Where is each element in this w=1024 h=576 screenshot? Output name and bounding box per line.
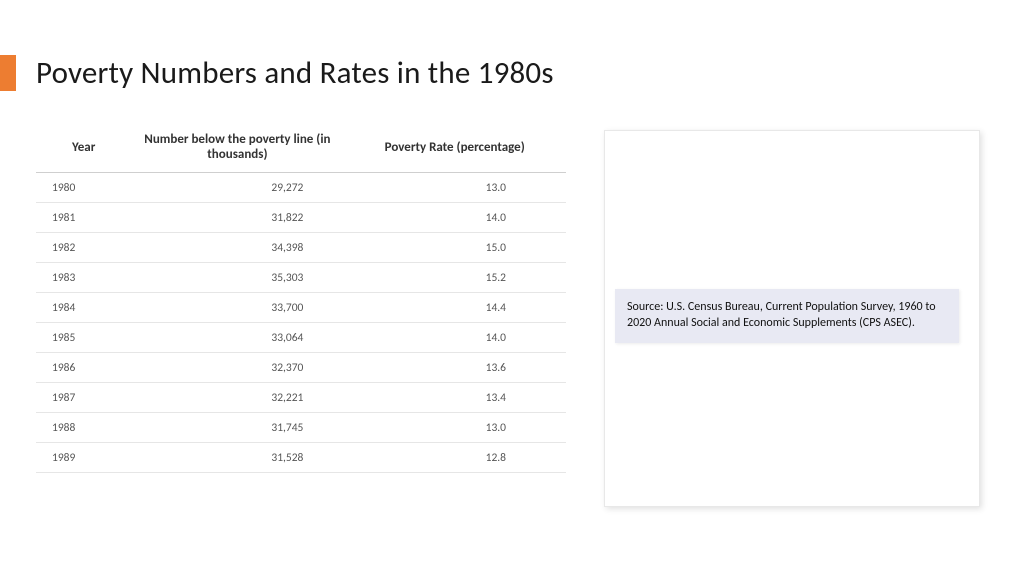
cell-year: 1985 <box>36 323 131 353</box>
cell-year: 1986 <box>36 353 131 383</box>
cell-year: 1988 <box>36 413 131 443</box>
cell-number: 33,064 <box>131 323 343 353</box>
table-row: 198831,74513.0 <box>36 413 566 443</box>
cell-year: 1984 <box>36 293 131 323</box>
poverty-table-container: Year Number below the poverty line (in t… <box>36 126 566 473</box>
cell-year: 1989 <box>36 443 131 473</box>
table-row: 198234,39815.0 <box>36 233 566 263</box>
title-accent-bar <box>0 55 16 91</box>
cell-year: 1987 <box>36 383 131 413</box>
table-row: 198335,30315.2 <box>36 263 566 293</box>
cell-number: 32,221 <box>131 383 343 413</box>
page-title: Poverty Numbers and Rates in the 1980s <box>36 54 554 92</box>
cell-year: 1983 <box>36 263 131 293</box>
source-card: Source: U.S. Census Bureau, Current Popu… <box>604 130 980 507</box>
cell-rate: 12.8 <box>343 443 566 473</box>
table-row: 198433,70014.4 <box>36 293 566 323</box>
cell-number: 32,370 <box>131 353 343 383</box>
cell-number: 34,398 <box>131 233 343 263</box>
source-citation: Source: U.S. Census Bureau, Current Popu… <box>615 289 959 343</box>
table-row: 198533,06414.0 <box>36 323 566 353</box>
cell-rate: 14.0 <box>343 323 566 353</box>
table-row: 198131,82214.0 <box>36 203 566 233</box>
cell-year: 1982 <box>36 233 131 263</box>
cell-rate: 13.0 <box>343 173 566 203</box>
poverty-table: Year Number below the poverty line (in t… <box>36 126 566 473</box>
cell-number: 29,272 <box>131 173 343 203</box>
table-row: 198632,37013.6 <box>36 353 566 383</box>
cell-year: 1980 <box>36 173 131 203</box>
cell-rate: 15.2 <box>343 263 566 293</box>
table-row: 198029,27213.0 <box>36 173 566 203</box>
table-row: 198732,22113.4 <box>36 383 566 413</box>
cell-rate: 13.0 <box>343 413 566 443</box>
cell-number: 35,303 <box>131 263 343 293</box>
cell-rate: 13.4 <box>343 383 566 413</box>
cell-number: 31,822 <box>131 203 343 233</box>
col-header-rate: Poverty Rate (percentage) <box>343 126 566 173</box>
cell-rate: 14.0 <box>343 203 566 233</box>
col-header-year: Year <box>36 126 131 173</box>
table-header-row: Year Number below the poverty line (in t… <box>36 126 566 173</box>
col-header-number: Number below the poverty line (in thousa… <box>131 126 343 173</box>
cell-rate: 14.4 <box>343 293 566 323</box>
cell-rate: 15.0 <box>343 233 566 263</box>
cell-number: 33,700 <box>131 293 343 323</box>
table-row: 198931,52812.8 <box>36 443 566 473</box>
cell-number: 31,745 <box>131 413 343 443</box>
cell-year: 1981 <box>36 203 131 233</box>
cell-rate: 13.6 <box>343 353 566 383</box>
cell-number: 31,528 <box>131 443 343 473</box>
